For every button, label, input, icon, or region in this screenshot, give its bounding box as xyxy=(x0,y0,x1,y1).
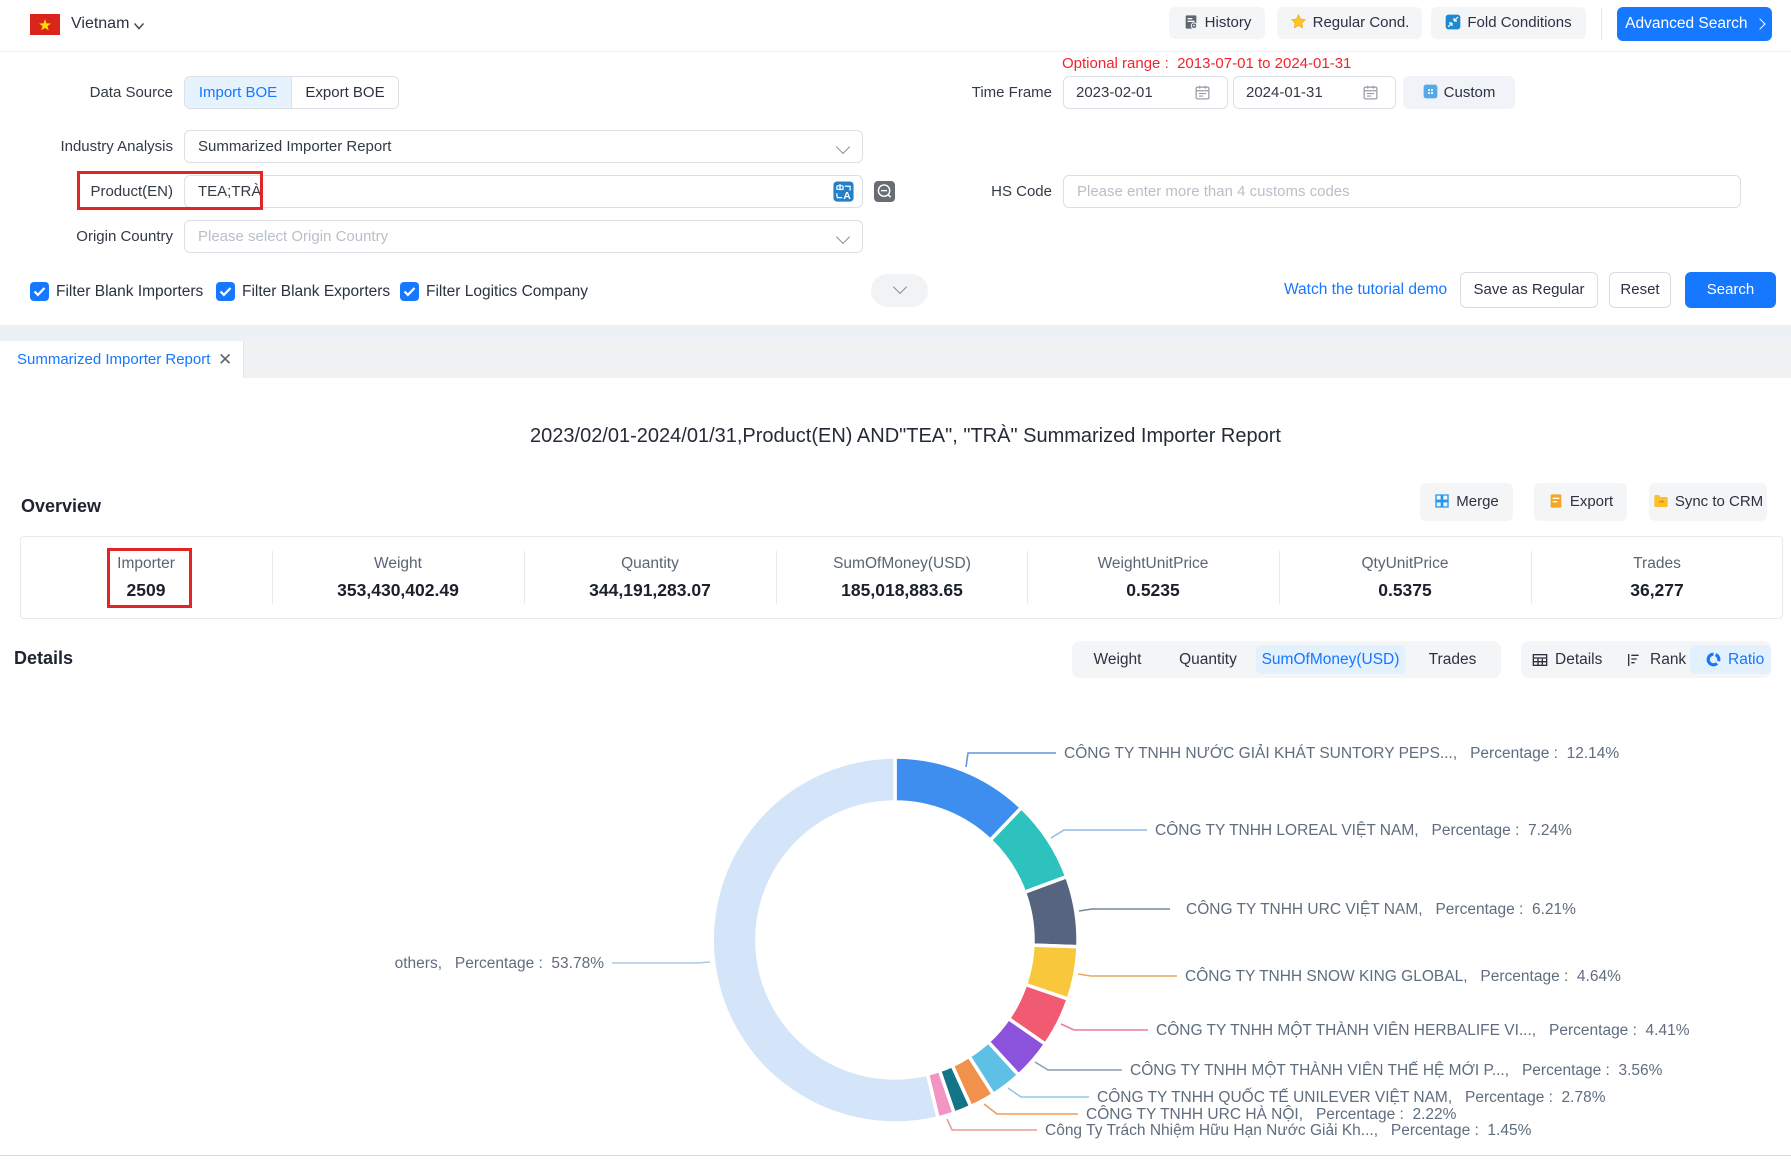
svg-text:CÔNG TY TNHH NƯỚC GIẢI KHÁT SU: CÔNG TY TNHH NƯỚC GIẢI KHÁT SUNTORY PEPS… xyxy=(1064,745,1619,762)
svg-text:others, Percentage : 53.78%: others, Percentage : 53.78% xyxy=(395,955,605,972)
svg-text:CÔNG TY TNHH MỘT THÀNH VIÊN TH: CÔNG TY TNHH MỘT THÀNH VIÊN THẾ HỆ MỚI P… xyxy=(1130,1062,1663,1079)
svg-text:CÔNG TY TNHH LOREAL VIỆT NAM,: CÔNG TY TNHH LOREAL VIỆT NAM, Percentage… xyxy=(1155,822,1572,839)
svg-text:CÔNG TY TNHH SNOW KING GLOBAL,: CÔNG TY TNHH SNOW KING GLOBAL, Percentag… xyxy=(1185,968,1621,985)
svg-text:A: A xyxy=(843,190,851,202)
svg-text:CÔNG TY TNHH URC HÀ NỘI, Per: CÔNG TY TNHH URC HÀ NỘI, Percentage : 2.… xyxy=(1086,1106,1457,1123)
svg-text:Công Ty Trách Nhiệm Hữu Hạn Nư: Công Ty Trách Nhiệm Hữu Hạn Nước Giải Kh… xyxy=(1045,1122,1532,1139)
svg-text:CÔNG TY TNHH QUỐC TẾ UNILEVER: CÔNG TY TNHH QUỐC TẾ UNILEVER VIỆT NAM, … xyxy=(1097,1088,1606,1106)
svg-text:CÔNG TY TNHH MỘT THÀNH VIÊN HE: CÔNG TY TNHH MỘT THÀNH VIÊN HERBALIFE VI… xyxy=(1156,1022,1690,1039)
svg-text:CÔNG TY TNHH URC VIỆT NAM, P: CÔNG TY TNHH URC VIỆT NAM, Percentage : … xyxy=(1186,901,1576,918)
